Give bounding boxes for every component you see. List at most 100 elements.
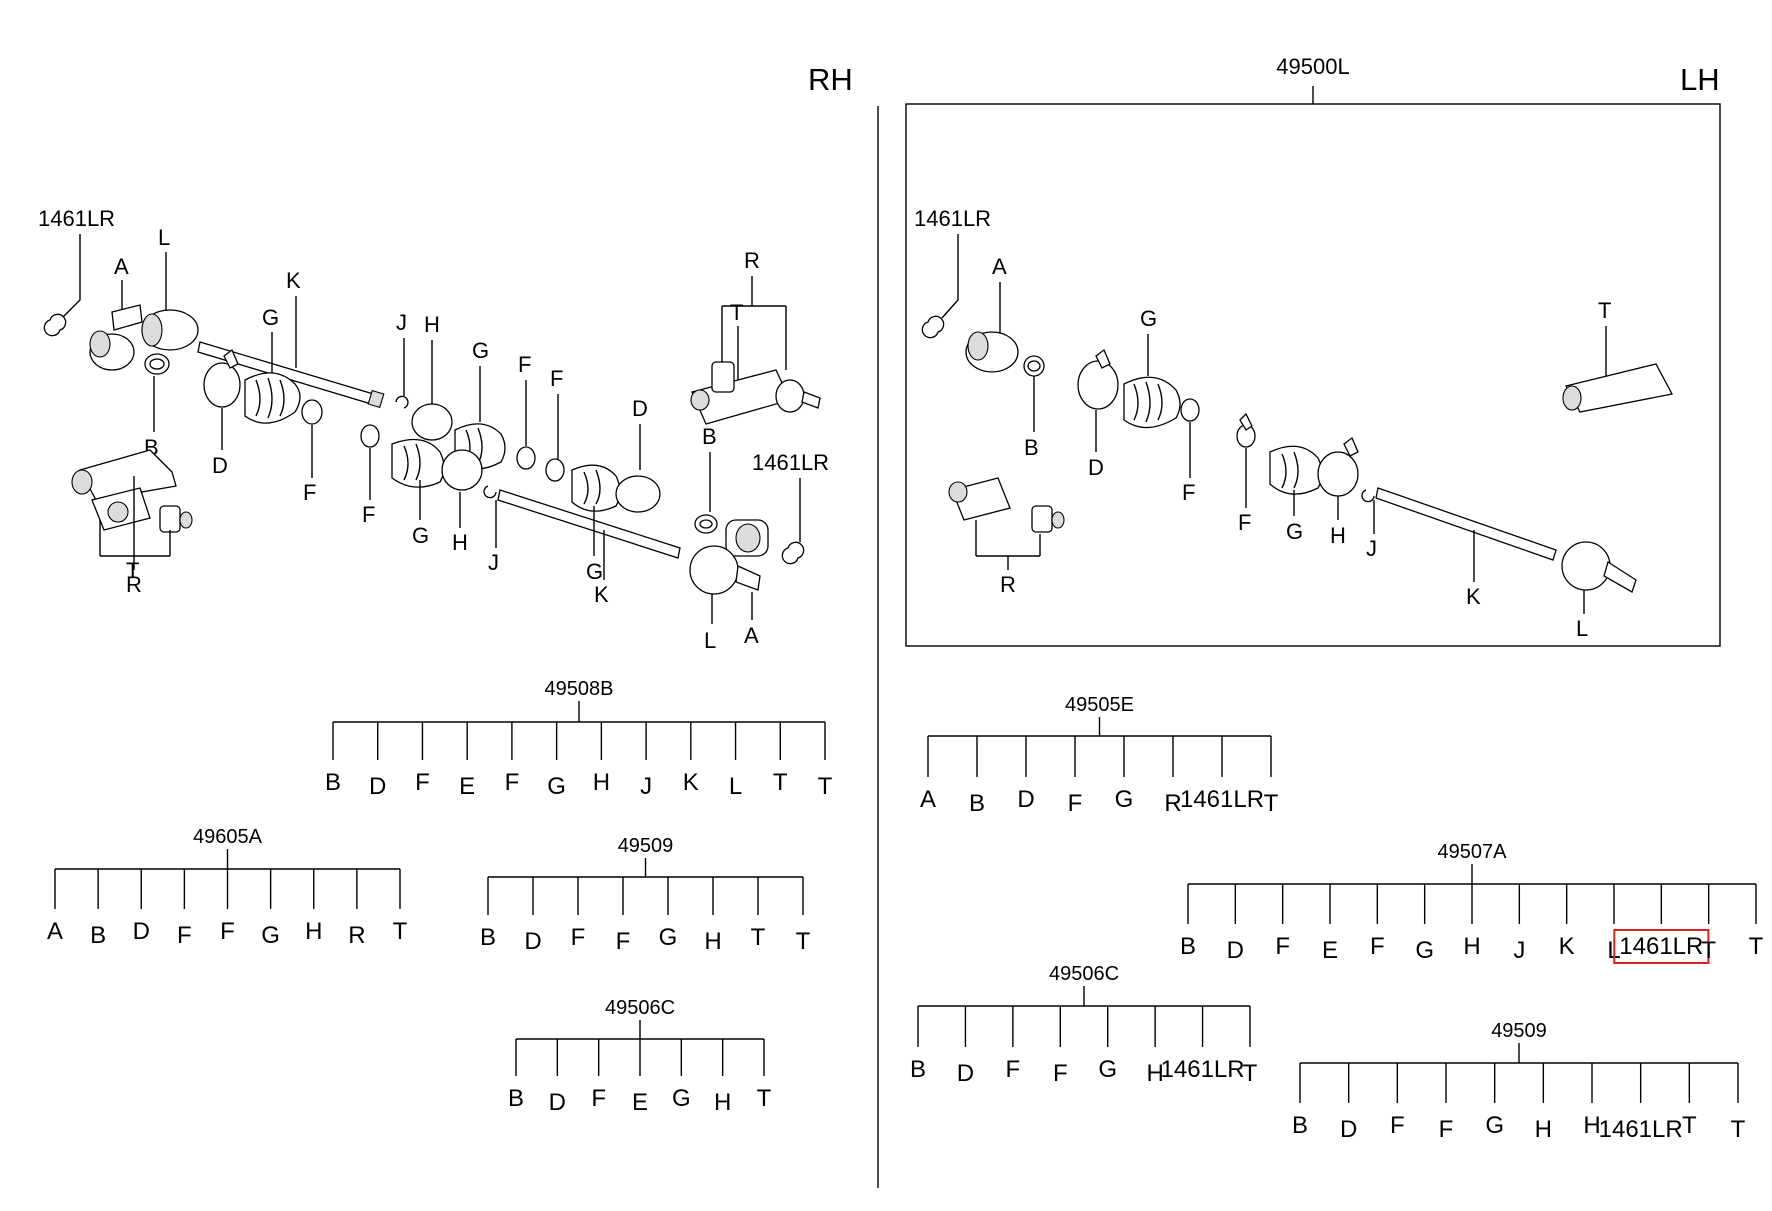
tree-leaf: T	[1682, 1112, 1697, 1139]
tree-leaf: F	[505, 769, 520, 796]
tree-leaf: F	[1275, 933, 1290, 960]
tree-leaf: B	[1292, 1112, 1308, 1139]
svg-text:F: F	[362, 502, 375, 527]
tree-leaf: B	[508, 1085, 524, 1112]
svg-text:G: G	[412, 523, 429, 548]
tree-leaf: G	[261, 922, 280, 949]
tree-leaf: F	[1068, 790, 1083, 817]
rh-label: RH	[808, 62, 853, 97]
svg-text:J: J	[396, 310, 407, 335]
tree-leaf: B	[910, 1056, 926, 1083]
tree-leaf: D	[524, 928, 541, 955]
svg-text:B: B	[1024, 435, 1039, 460]
svg-text:J: J	[488, 550, 499, 575]
tree-leaf: D	[133, 918, 150, 945]
tree-leaf: D	[957, 1060, 974, 1087]
svg-text:F: F	[1182, 480, 1195, 505]
tree-leaf: 1461LR	[1619, 933, 1703, 960]
tree-title: 49506C	[605, 997, 675, 1019]
svg-text:T: T	[126, 558, 139, 583]
svg-text:L: L	[1576, 616, 1588, 641]
svg-text:R: R	[744, 248, 760, 273]
tree-leaf: T	[818, 773, 833, 800]
tree-leaf: J	[640, 773, 652, 800]
tree-leaf: H	[1146, 1060, 1163, 1087]
tree-title: 49508B	[545, 678, 614, 700]
tree-leaf: T	[757, 1085, 772, 1112]
tree-leaf: T	[1264, 790, 1279, 817]
tree-leaf: D	[369, 773, 386, 800]
tree-leaf: G	[1485, 1112, 1504, 1139]
tree-title: 49507A	[1438, 841, 1508, 863]
tree-leaf: A	[920, 786, 936, 813]
svg-text:G: G	[586, 559, 603, 584]
tree-leaf: K	[1559, 933, 1575, 960]
tree-leaf: 1461LR	[1599, 1116, 1683, 1143]
svg-text:J: J	[1366, 536, 1377, 561]
svg-text:D: D	[632, 396, 648, 421]
tree-leaf: K	[683, 769, 699, 796]
tree-49509-rh: 49509 B D F F G H T T	[480, 835, 811, 955]
svg-text:F: F	[518, 352, 531, 377]
tree-leaf: T	[796, 928, 811, 955]
tree-leaf: H	[714, 1089, 731, 1116]
tree-leaf: F	[415, 769, 430, 796]
tree-leaf: J	[1513, 937, 1525, 964]
tree-leaf: F	[1006, 1056, 1021, 1083]
tree-leaf: H	[593, 769, 610, 796]
svg-text:G: G	[262, 305, 279, 330]
svg-text:A: A	[992, 254, 1007, 279]
tree-leaf: E	[632, 1089, 648, 1116]
svg-text:K: K	[594, 582, 609, 607]
svg-text:1461LR: 1461LR	[38, 206, 115, 231]
svg-text:T: T	[730, 300, 743, 325]
tree-leaf: 1461LR	[1161, 1056, 1245, 1083]
svg-text:1461LR: 1461LR	[914, 206, 991, 231]
svg-text:K: K	[286, 268, 301, 293]
tree-leaf: E	[459, 773, 475, 800]
tree-leaf: A	[47, 918, 63, 945]
svg-text:R: R	[126, 572, 142, 597]
svg-text:G: G	[1140, 306, 1157, 331]
tree-leaf: G	[547, 773, 566, 800]
tree-leaf: F	[1390, 1112, 1405, 1139]
tree-leaf: E	[1322, 937, 1338, 964]
tree-leaf: G	[1098, 1056, 1117, 1083]
tree-49506C-rh: 49506C B D F E G H T	[508, 997, 772, 1116]
assembly-label: 49500L	[1276, 54, 1349, 79]
tree-leaf: D	[1227, 937, 1244, 964]
tree-leaf: F	[1370, 933, 1385, 960]
tree-leaf: G	[672, 1085, 691, 1112]
svg-text:R: R	[1000, 572, 1016, 597]
tree-leaf: H	[1583, 1112, 1600, 1139]
svg-text:D: D	[1088, 455, 1104, 480]
svg-text:A: A	[744, 623, 759, 648]
tree-leaf: T	[1731, 1116, 1746, 1143]
tree-leaf: B	[90, 922, 106, 949]
tree-leaf: B	[325, 769, 341, 796]
tree-leaf: B	[969, 790, 985, 817]
tree-leaf: 1461LR	[1180, 786, 1264, 813]
svg-text:H: H	[424, 312, 440, 337]
tree-title: 49509	[1491, 1020, 1547, 1042]
tree-leaf: F	[591, 1085, 606, 1112]
svg-text:D: D	[212, 453, 228, 478]
tree-title: 49506C	[1049, 963, 1119, 985]
svg-text:K: K	[1466, 584, 1481, 609]
tree-leaf: H	[1535, 1116, 1552, 1143]
tree-leaf: T	[773, 769, 788, 796]
tree-leaf: F	[1053, 1060, 1068, 1087]
svg-text:L: L	[704, 628, 716, 653]
tree-leaf: R	[1164, 790, 1181, 817]
tree-leaf: H	[305, 918, 322, 945]
tree-leaf: L	[729, 773, 742, 800]
tree-leaf: B	[480, 924, 496, 951]
svg-text:F: F	[303, 480, 316, 505]
tree-leaf: G	[1115, 786, 1134, 813]
tree-leaf: B	[1180, 933, 1196, 960]
